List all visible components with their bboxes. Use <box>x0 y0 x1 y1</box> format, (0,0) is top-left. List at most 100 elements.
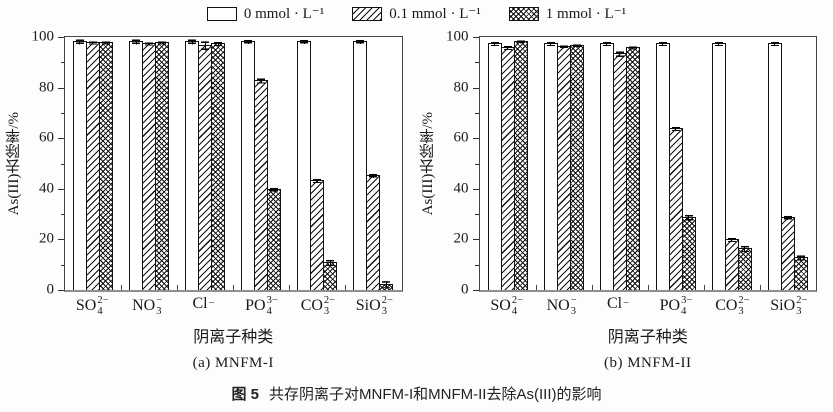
bar <box>353 39 368 290</box>
y-tick-major <box>58 87 64 89</box>
bar <box>211 42 226 290</box>
error-bar <box>658 42 667 47</box>
category-label: SO 2− 4 <box>75 295 109 318</box>
error-bar <box>516 40 525 44</box>
y-tick-label: 100 <box>31 28 55 45</box>
x-tick <box>535 285 537 290</box>
legend-swatch-crosshatch-icon <box>508 6 539 21</box>
error-bar <box>244 39 253 44</box>
bar <box>556 45 571 290</box>
legend-swatch-hatch-icon <box>352 6 383 21</box>
bar <box>737 246 752 290</box>
figure-caption: 图 5 共存阴离子对MNFM-I和MNFM-II去除As(III)的影响 <box>0 383 833 404</box>
error-bar <box>188 39 197 45</box>
charts-row: As(III)去除率/% 0 20 40 60 80 100 SO 2− 4 NO −3 Cl − PO… <box>2 29 832 372</box>
error-bar <box>270 187 279 192</box>
y-tick-major <box>472 239 479 241</box>
error-bar <box>740 246 749 253</box>
y-axis: 0 20 40 60 80 100 <box>24 29 64 297</box>
bar <box>513 40 528 290</box>
bar-group <box>289 37 345 290</box>
x-tick <box>647 285 649 290</box>
category-label: PO 3− 4 <box>245 295 278 318</box>
bar <box>198 41 213 290</box>
x-tick <box>177 285 179 290</box>
error-bar <box>145 42 154 46</box>
bar-group <box>592 37 648 290</box>
y-tick-label: 20 <box>39 230 54 247</box>
bar <box>655 42 670 290</box>
bar <box>99 41 114 290</box>
error-bar <box>356 39 365 44</box>
error-bar <box>602 42 611 47</box>
y-tick-label: 0 <box>461 281 469 298</box>
y-tick-minor <box>475 112 479 114</box>
legend-item-1mmol: 1 mmol · L⁻¹ <box>508 4 626 23</box>
category-label: Cl − <box>606 295 630 312</box>
y-tick-major <box>58 138 64 140</box>
y-tick-minor <box>60 163 64 165</box>
panel-mnfm-1: As(III)去除率/% 0 20 40 60 80 100 SO 2− 4 NO −3 Cl − PO… <box>2 29 417 372</box>
error-bar <box>313 178 322 183</box>
y-tick-major <box>58 290 64 291</box>
error-bar <box>503 46 512 51</box>
y-tick-label: 40 <box>39 180 54 197</box>
error-bar <box>369 173 378 178</box>
x-tick <box>121 285 123 290</box>
legend-item-0p1mmol: 0.1 mmol · L⁻¹ <box>352 4 481 23</box>
error-bar <box>102 41 111 45</box>
error-bar <box>546 42 555 47</box>
bar <box>310 178 325 290</box>
y-tick-minor <box>60 112 64 114</box>
y-tick-label: 60 <box>39 129 54 146</box>
bar <box>487 42 502 290</box>
x-tick <box>233 285 235 290</box>
bar <box>668 127 683 290</box>
panel-mnfm-2: As(III)去除率/% 0 20 40 60 80 100 SO 2− 4 NO −3 Cl − PO… <box>417 29 832 372</box>
error-bar <box>132 39 141 45</box>
error-bar <box>490 42 499 47</box>
bar <box>569 44 584 290</box>
error-bar <box>89 41 98 45</box>
y-tick-label: 80 <box>453 79 469 96</box>
legend-label: 0 mmol · L⁻¹ <box>243 6 325 22</box>
error-bar <box>158 41 167 45</box>
bar <box>500 46 515 290</box>
y-tick-major <box>472 290 479 291</box>
bar-group <box>121 37 177 290</box>
x-tick <box>759 285 761 290</box>
error-bar <box>727 238 736 243</box>
bar-group <box>65 37 121 290</box>
y-tick-major <box>472 37 479 38</box>
y-tick-major <box>58 239 64 241</box>
y-tick-minor <box>475 163 479 165</box>
bar <box>767 42 782 290</box>
error-bar <box>257 78 266 84</box>
bar-groups <box>65 37 402 290</box>
y-axis: 0 20 40 60 80 100 <box>439 29 479 297</box>
error-bar <box>714 42 723 47</box>
error-bar <box>76 39 85 45</box>
y-tick-label: 80 <box>39 79 54 96</box>
error-bar <box>326 260 335 267</box>
y-tick-major <box>472 87 479 89</box>
y-tick-minor <box>60 214 64 216</box>
panel-subtitle-b: (b) MNFM-II <box>603 355 692 372</box>
bar <box>543 42 558 290</box>
y-tick-label: 0 <box>46 281 55 298</box>
bar <box>681 214 696 290</box>
error-bar <box>671 127 680 132</box>
legend-swatch-plain-icon <box>206 6 237 21</box>
category-label: NO −3 <box>132 295 163 318</box>
error-bar <box>214 42 223 47</box>
y-tick-label: 60 <box>453 129 469 146</box>
x-axis-categories: SO 2− 4 NO −3 Cl − PO 3− 4 CO 2− 3 SiO 2− 3 <box>64 295 403 317</box>
error-bar <box>201 41 210 51</box>
panel-subtitle-a: (a) MNFM-I <box>192 355 274 372</box>
category-label: NO −3 <box>546 295 577 318</box>
bar <box>793 255 808 290</box>
y-tick-minor <box>475 214 479 216</box>
y-tick-major <box>58 188 64 190</box>
x-axis-title: 阴离子种类 <box>607 329 688 347</box>
y-axis-title: As(III)去除率/% <box>5 111 22 216</box>
